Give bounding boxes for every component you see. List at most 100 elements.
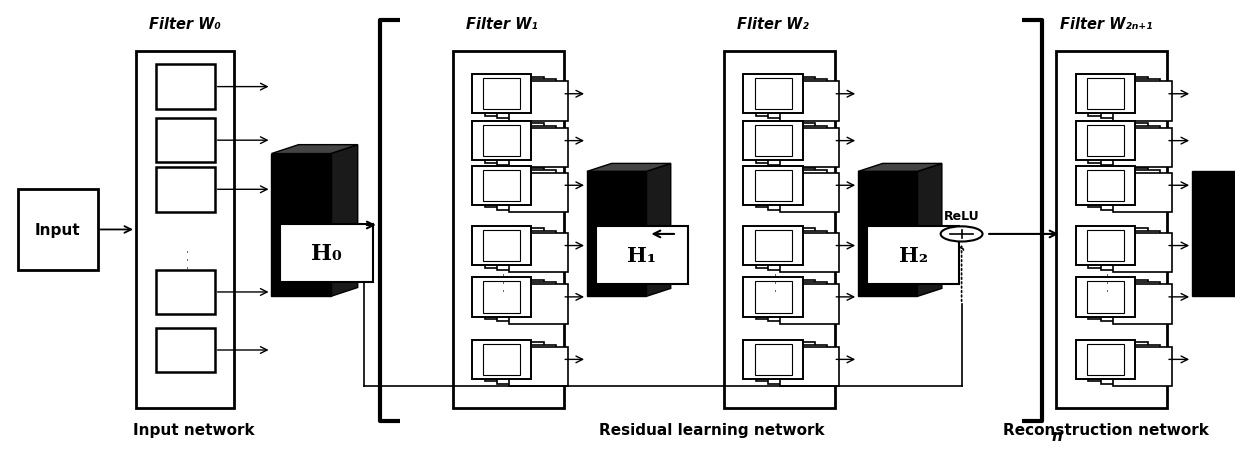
Bar	[1076, 278, 1136, 317]
Bar	[1089, 280, 1147, 319]
Polygon shape	[858, 172, 918, 297]
Text: . . .: . . .	[496, 271, 508, 291]
Polygon shape	[858, 164, 942, 172]
Bar	[155, 328, 215, 373]
Text: Conv/Relu: Conv/Relu	[1064, 57, 1147, 72]
Bar	[1087, 126, 1125, 157]
Bar	[472, 340, 532, 379]
Bar	[485, 342, 543, 382]
Text: . . .: . . .	[179, 249, 192, 269]
Bar	[485, 77, 543, 116]
Bar	[744, 340, 802, 379]
Bar	[508, 285, 568, 324]
Text: H₁: H₁	[627, 245, 657, 265]
Bar	[508, 82, 568, 121]
Bar	[17, 190, 98, 270]
Bar	[755, 281, 791, 313]
Text: Input network: Input network	[133, 422, 254, 437]
Bar	[744, 278, 802, 317]
Bar	[744, 75, 802, 114]
Bar	[1076, 340, 1136, 379]
Bar	[484, 344, 521, 375]
Bar	[485, 280, 543, 319]
Text: Residual learning network: Residual learning network	[599, 422, 825, 437]
Bar	[1076, 226, 1136, 266]
Bar	[508, 347, 568, 387]
Bar	[755, 77, 815, 116]
Bar	[724, 52, 835, 408]
Bar	[768, 171, 827, 210]
Polygon shape	[587, 164, 671, 172]
Bar	[768, 80, 827, 119]
Text: Filter W₂ₙ₊₁: Filter W₂ₙ₊₁	[1059, 17, 1152, 32]
Text: Conv/Relu: Conv/Relu	[144, 57, 227, 72]
Bar	[780, 347, 839, 387]
Bar	[1112, 82, 1172, 121]
Bar	[755, 344, 791, 375]
Bar	[768, 345, 827, 384]
Bar	[497, 171, 556, 210]
Bar	[780, 82, 839, 121]
Text: H₂: H₂	[899, 245, 928, 265]
Bar	[155, 270, 215, 315]
Bar	[755, 280, 815, 319]
Bar	[155, 65, 215, 110]
Bar	[155, 119, 215, 163]
Bar	[755, 169, 815, 208]
Bar	[508, 234, 568, 273]
Bar	[1101, 345, 1159, 384]
Bar	[1087, 281, 1125, 313]
Text: n: n	[1052, 428, 1063, 443]
Bar	[484, 170, 521, 202]
Bar	[1089, 124, 1147, 163]
Bar	[497, 127, 556, 166]
Bar	[472, 278, 532, 317]
Bar	[508, 174, 568, 213]
Bar	[484, 230, 521, 262]
Bar	[755, 170, 791, 202]
Bar	[1089, 342, 1147, 382]
Bar	[768, 127, 827, 166]
Bar	[755, 230, 791, 262]
Text: Filter W₀: Filter W₀	[149, 17, 221, 32]
Text: . . .: . . .	[766, 271, 780, 291]
Bar	[780, 174, 839, 213]
Bar	[1076, 75, 1136, 114]
Bar	[744, 122, 802, 161]
Polygon shape	[331, 145, 357, 297]
Bar	[497, 80, 556, 119]
Polygon shape	[646, 164, 671, 297]
Bar	[755, 126, 791, 157]
Text: Filter W₁: Filter W₁	[466, 17, 538, 32]
Bar	[780, 234, 839, 273]
Text: Input: Input	[35, 222, 81, 237]
Bar	[768, 231, 827, 271]
Bar	[1101, 231, 1159, 271]
Bar	[1101, 80, 1159, 119]
Bar	[1087, 170, 1125, 202]
Bar	[484, 126, 521, 157]
Bar	[867, 226, 960, 284]
Bar	[755, 124, 815, 163]
Bar	[484, 79, 521, 110]
Polygon shape	[272, 145, 357, 154]
Bar	[1076, 122, 1136, 161]
Bar	[1087, 79, 1125, 110]
Bar	[472, 226, 532, 266]
Text: Conv: Conv	[753, 57, 794, 72]
Bar	[1101, 282, 1159, 322]
Bar	[497, 231, 556, 271]
Bar	[1112, 174, 1172, 213]
Bar	[1089, 77, 1147, 116]
Bar	[780, 129, 839, 168]
Text: H₀: H₀	[311, 243, 342, 265]
Text: Fliter W₂: Fliter W₂	[737, 17, 808, 32]
Bar	[744, 226, 802, 266]
Bar	[780, 285, 839, 324]
Bar	[1087, 344, 1125, 375]
Bar	[472, 122, 532, 161]
Bar	[484, 281, 521, 313]
Text: ReLU: ReLU	[944, 209, 980, 222]
Text: Conv/ReLU: Conv/ReLU	[458, 57, 546, 72]
Text: Reconstruction network: Reconstruction network	[1003, 422, 1209, 437]
